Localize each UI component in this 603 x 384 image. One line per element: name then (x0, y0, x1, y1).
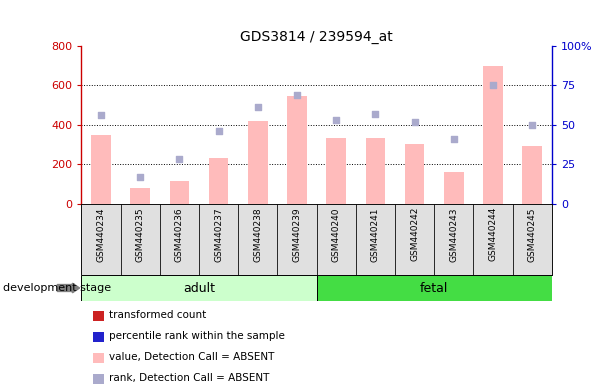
Bar (248, 121, 268, 204)
Text: GSM440239: GSM440239 (292, 207, 302, 262)
Bar (81, 204, 121, 275)
Point (135, 174, 145, 180)
Bar (91, 135, 111, 204)
Bar (277, 204, 317, 275)
Bar (522, 146, 542, 204)
Point (449, 136, 459, 142)
Point (410, 119, 420, 125)
Text: GSM440241: GSM440241 (371, 207, 380, 262)
Bar (434, 204, 473, 275)
Point (214, 128, 224, 134)
Text: GSM440236: GSM440236 (175, 207, 184, 262)
Text: value, Detection Call = ABSENT: value, Detection Call = ABSENT (109, 352, 274, 362)
Bar (513, 204, 552, 275)
Text: GSM440237: GSM440237 (214, 207, 223, 262)
Bar (444, 172, 464, 204)
Bar (317, 204, 356, 275)
Title: GDS3814 / 239594_at: GDS3814 / 239594_at (240, 30, 393, 44)
Text: GSM440238: GSM440238 (253, 207, 262, 262)
Bar (81, 275, 317, 301)
Bar (160, 204, 199, 275)
Bar (209, 158, 229, 204)
Point (332, 117, 341, 123)
Text: development stage: development stage (3, 283, 111, 293)
Bar (238, 204, 277, 275)
Text: GSM440243: GSM440243 (449, 207, 458, 262)
Point (292, 92, 302, 98)
Text: rank, Detection Call = ABSENT: rank, Detection Call = ABSENT (109, 373, 269, 383)
Bar (473, 204, 513, 275)
Text: GSM440244: GSM440244 (488, 207, 497, 262)
Point (253, 104, 263, 111)
Point (488, 83, 498, 89)
Text: adult: adult (183, 281, 215, 295)
Text: GSM440240: GSM440240 (332, 207, 341, 262)
Bar (365, 137, 385, 204)
Bar (199, 204, 238, 275)
Point (527, 122, 537, 128)
Point (370, 111, 380, 117)
Bar (326, 137, 346, 204)
Text: transformed count: transformed count (109, 310, 206, 320)
Bar (317, 275, 552, 301)
Text: GSM440242: GSM440242 (410, 207, 419, 262)
Bar (169, 181, 189, 204)
Point (175, 156, 185, 162)
Text: GSM440234: GSM440234 (96, 207, 106, 262)
Bar (287, 96, 307, 204)
Text: percentile rank within the sample: percentile rank within the sample (109, 331, 285, 341)
Point (96, 112, 106, 118)
Text: GSM440235: GSM440235 (136, 207, 145, 262)
Bar (356, 204, 395, 275)
Bar (483, 66, 503, 204)
Text: fetal: fetal (420, 281, 449, 295)
Bar (405, 144, 425, 204)
Bar (130, 188, 150, 204)
Text: GSM440245: GSM440245 (528, 207, 537, 262)
Bar (395, 204, 434, 275)
Bar (121, 204, 160, 275)
